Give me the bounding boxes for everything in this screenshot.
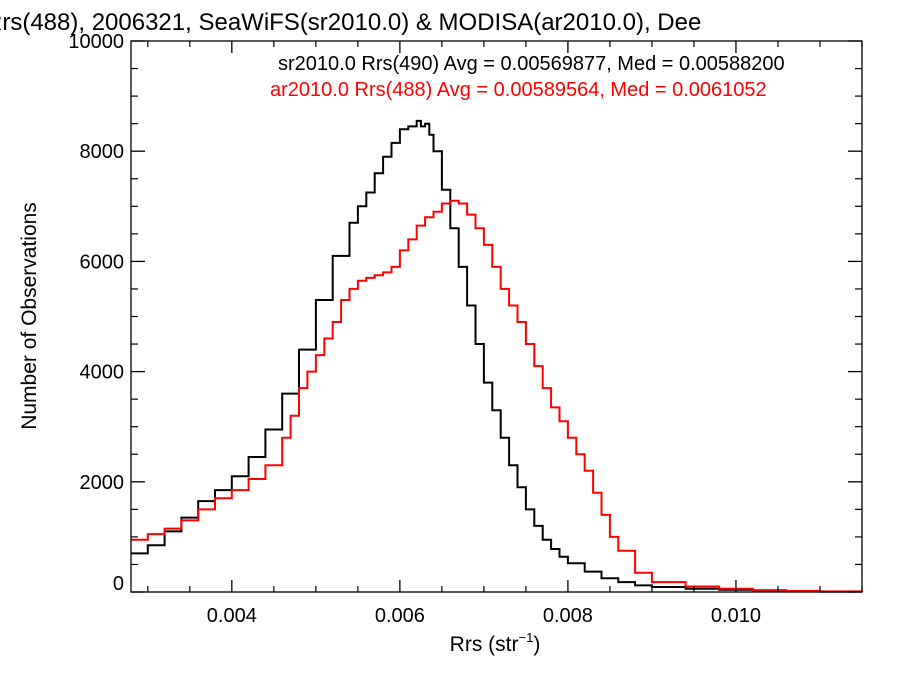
x-axis-label-suffix: ) (533, 633, 540, 656)
y-tick-label: 4000 (80, 362, 125, 384)
y-tick-label: 6000 (80, 251, 125, 273)
x-axis-label: Rrs (str−1) (450, 630, 541, 656)
x-axis-label-main: Rrs (str (450, 633, 519, 656)
y-tick-label: 8000 (80, 141, 125, 163)
legend-entry-ar2010: ar2010.0 Rrs(488) Avg = 0.00589564, Med … (270, 79, 767, 101)
x-tick-label: 0.010 (711, 605, 761, 627)
series-line-0 (131, 119, 863, 593)
chart-title: Rrs(488), 2006321, SeaWiFS(sr2010.0) & M… (0, 9, 701, 36)
x-tick-label: 0.006 (375, 605, 425, 627)
x-tick-label: 0.004 (207, 605, 257, 627)
text-layer: Rrs(488), 2006321, SeaWiFS(sr2010.0) & M… (0, 9, 785, 656)
y-tick-label: 10000 (68, 31, 124, 53)
y-tick-label: 0 (113, 573, 124, 595)
series-line-1 (131, 199, 863, 593)
x-axis-label-superscript: −1 (519, 630, 534, 645)
y-axis-label: Number of Observations (18, 202, 41, 430)
x-tick-label: 0.008 (543, 605, 593, 627)
y-tick-label: 2000 (80, 472, 125, 494)
series-layer (131, 119, 863, 593)
legend-entry-sr2010: sr2010.0 Rrs(490) Avg = 0.00569877, Med … (278, 53, 785, 75)
tick-layer: 0.004 0.006 0.008 0.010 0 2000 4000 6000 8000 100… (68, 31, 863, 627)
